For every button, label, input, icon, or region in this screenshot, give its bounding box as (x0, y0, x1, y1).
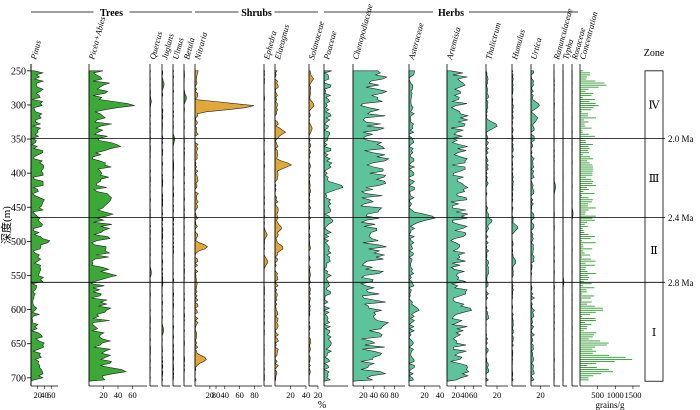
taxon-label: Humulus (509, 28, 527, 62)
x-tick-label: 20 (286, 390, 295, 400)
x-tick-label: 40 (221, 390, 230, 400)
x-tick-label: 60 (469, 390, 478, 400)
y-tick-label: 600 (11, 305, 26, 316)
taxon-label: Urtica (528, 36, 543, 60)
x-tick-label: 60 (380, 390, 389, 400)
taxon-label: Asteraceae (406, 21, 426, 61)
zone-label: Ⅱ (650, 245, 657, 257)
boundary-age-label: 2.0 Ma (668, 134, 694, 144)
pollen-curve-solanaceae (308, 70, 315, 382)
zone-label: Ⅳ (649, 100, 661, 112)
pollen-curve-picea-abies (88, 70, 135, 382)
pollen-curve-artemisia (446, 70, 473, 382)
pollen-curve-ephedra (263, 70, 269, 382)
x-tick-label: 40 (370, 390, 379, 400)
x-tick-label: 20 (493, 390, 502, 400)
pollen-curve-asteraceae (408, 70, 436, 382)
pollen-curve-poaceae (323, 70, 344, 382)
y-tick-label: 650 (11, 339, 26, 350)
taxon-label: Pinus (28, 39, 43, 62)
group-title: Trees (100, 8, 123, 19)
y-tick-label: 450 (11, 203, 26, 214)
x-tick-label: 80 (250, 390, 259, 400)
y-tick-label: 550 (11, 271, 26, 282)
zone-column (644, 70, 664, 382)
y-tick-label: 350 (11, 135, 26, 146)
taxon-label: Poaceae (321, 29, 339, 61)
pollen-curve-nitraria (194, 70, 254, 383)
x-tick-label: 80 (390, 390, 399, 400)
x-tick-label: 60 (47, 390, 56, 400)
y-tick-label: 500 (11, 237, 26, 248)
pollen-curve-elaeagnus (274, 70, 293, 382)
x-tick-label: 20 (314, 390, 323, 400)
pollen-curve-chenopodiaceae (352, 70, 390, 382)
x-tick-label: 60 (128, 390, 137, 400)
x-tick-label: 20 (420, 390, 429, 400)
y-tick-label: 250 (11, 66, 26, 77)
x-tick-label: 40 (114, 390, 123, 400)
pollen-curve-humulus (511, 70, 519, 383)
concentration-unit: grains/g (596, 400, 625, 410)
x-tick-label: 20 (452, 390, 461, 400)
taxon-label: Artemisia (444, 26, 462, 61)
x-tick-label: 80 (212, 390, 221, 400)
x-tick-label: 1000 (607, 390, 624, 400)
x-tick-label: 60 (235, 390, 244, 400)
x-tick-label: 40 (460, 390, 469, 400)
x-tick-label: 40 (436, 390, 445, 400)
y-tick-label: 700 (11, 373, 26, 384)
x-tick-label: 20 (34, 390, 43, 400)
x-tick-label: 40 (302, 390, 311, 400)
group-title: Shrubs (241, 8, 272, 19)
x-tick-label: 20 (536, 390, 545, 400)
zone-title: Zone (644, 48, 665, 59)
zone-label: Ⅲ (649, 173, 660, 185)
taxon-label: Nitraria (192, 31, 209, 61)
group-title: Herbs (438, 8, 464, 19)
x-axis-label: % (318, 400, 326, 410)
x-tick-label: 20 (99, 390, 108, 400)
boundary-age-label: 2.4 Ma (668, 213, 694, 223)
y-axis-label: 深度(m) (0, 206, 13, 244)
taxon-label: Thalictrum (483, 21, 502, 60)
x-tick-label: 20 (359, 390, 368, 400)
x-tick-label: 40 (40, 390, 49, 400)
x-tick-label: 1500 (624, 390, 641, 400)
y-tick-label: 300 (11, 100, 26, 111)
pollen-curve-pinus (30, 70, 51, 382)
pollen-curve-thalictrum (485, 70, 498, 382)
boundary-age-label: 2.8 Ma (668, 278, 694, 288)
taxon-label: Picea+Abies (86, 15, 107, 62)
pollen-curve-urtica (530, 70, 540, 382)
x-tick-label: 500 (591, 390, 604, 400)
taxon-label: Chenopodiaceae (350, 3, 375, 61)
zone-label: Ⅰ (652, 327, 656, 339)
y-tick-label: 400 (11, 169, 26, 180)
x-tick-label: 20 (206, 390, 215, 400)
